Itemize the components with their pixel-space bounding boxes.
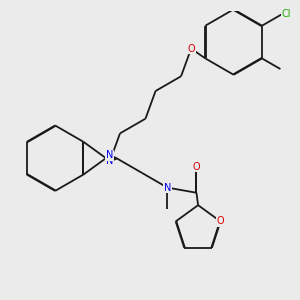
Text: O: O <box>217 216 224 226</box>
Text: N: N <box>164 183 171 193</box>
Text: N: N <box>106 156 114 166</box>
Text: O: O <box>187 44 195 54</box>
Text: Cl: Cl <box>282 9 292 19</box>
Text: O: O <box>193 162 200 172</box>
Text: N: N <box>106 150 114 160</box>
